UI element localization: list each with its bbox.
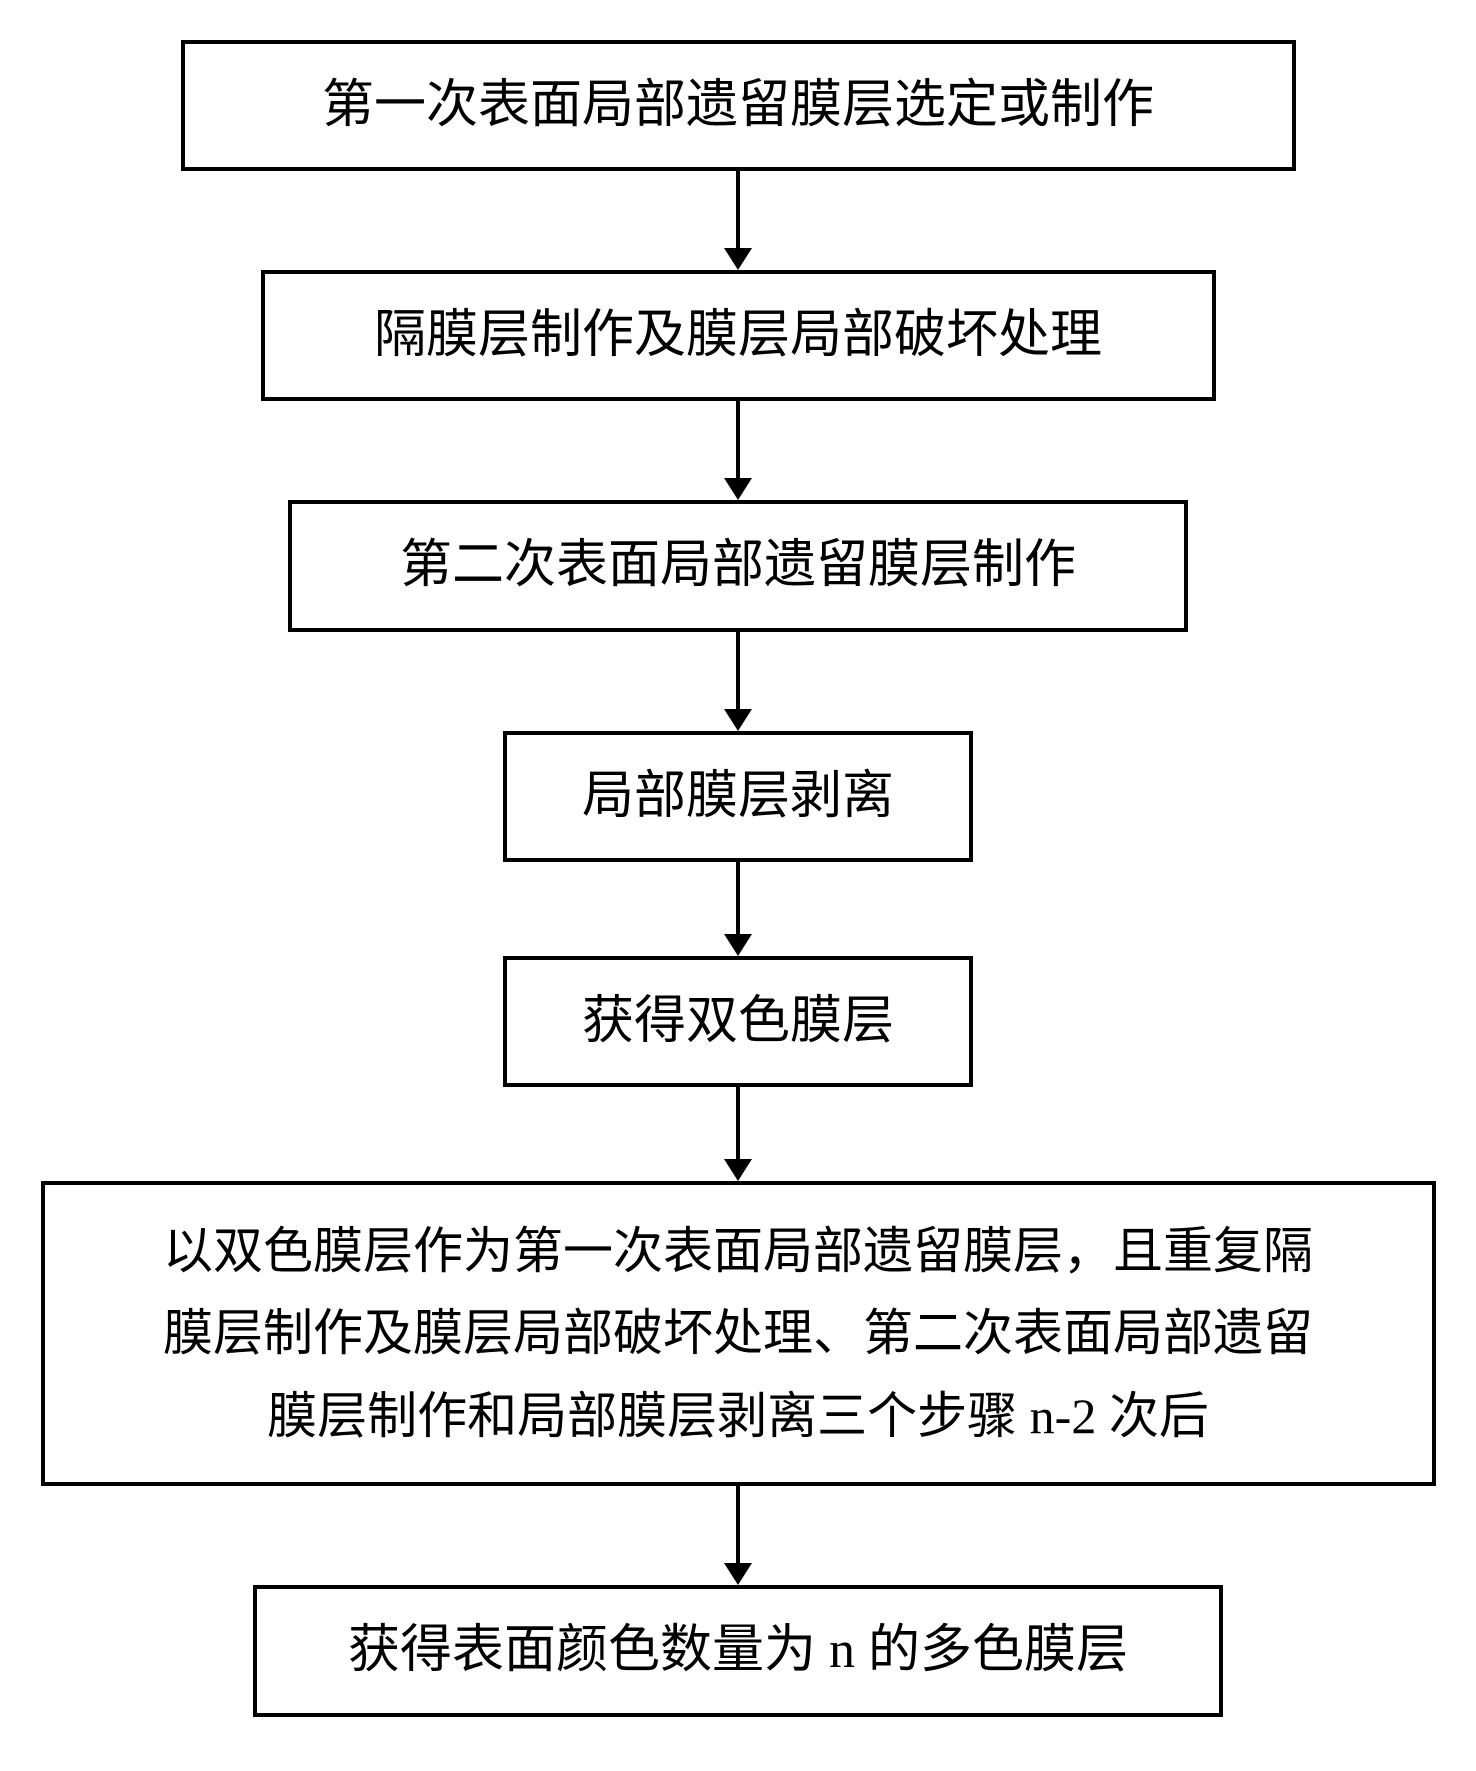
step6-label: 以双色膜层作为第一次表面局部遗留膜层，且重复隔 膜层制作及膜层局部破坏处理、第二… [163,1210,1313,1458]
step6-box: 以双色膜层作为第一次表面局部遗留膜层，且重复隔 膜层制作及膜层局部破坏处理、第二… [41,1181,1436,1487]
step2-box: 隔膜层制作及膜层局部破坏处理 [261,270,1216,401]
step5-box: 获得双色膜层 [503,956,973,1087]
arrow-head-icon [724,934,752,956]
step1-box: 第一次表面局部遗留膜层选定或制作 [181,40,1296,171]
arrow-line [736,1087,740,1160]
step1-label: 第一次表面局部遗留膜层选定或制作 [322,64,1154,147]
arrow-line [736,632,740,710]
arrow-head-icon [724,1159,752,1181]
arrow-3-4 [724,632,752,731]
arrow-1-2 [724,171,752,270]
arrow-head-icon [724,1563,752,1585]
step3-label: 第二次表面局部遗留膜层制作 [400,524,1076,607]
arrow-5-6 [724,1087,752,1181]
arrow-head-icon [724,478,752,500]
arrow-6-7 [724,1486,752,1585]
step7-box: 获得表面颜色数量为 n 的多色膜层 [253,1585,1223,1716]
step3-box: 第二次表面局部遗留膜层制作 [288,500,1188,631]
arrow-line [736,171,740,249]
step7-label: 获得表面颜色数量为 n 的多色膜层 [348,1609,1128,1692]
step4-label: 局部膜层剥离 [582,755,894,838]
step2-label: 隔膜层制作及膜层局部破坏处理 [374,294,1102,377]
flowchart-container: 第一次表面局部遗留膜层选定或制作 隔膜层制作及膜层局部破坏处理 第二次表面局部遗… [0,0,1476,1717]
arrow-line [736,1486,740,1564]
arrow-head-icon [724,709,752,731]
arrow-line [736,862,740,935]
arrow-head-icon [724,248,752,270]
step5-label: 获得双色膜层 [582,980,894,1063]
arrow-line [736,401,740,479]
arrow-4-5 [724,862,752,956]
arrow-2-3 [724,401,752,500]
step4-box: 局部膜层剥离 [503,731,973,862]
